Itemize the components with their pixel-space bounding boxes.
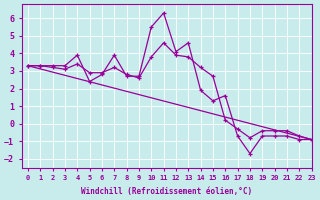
X-axis label: Windchill (Refroidissement éolien,°C): Windchill (Refroidissement éolien,°C) — [81, 187, 252, 196]
